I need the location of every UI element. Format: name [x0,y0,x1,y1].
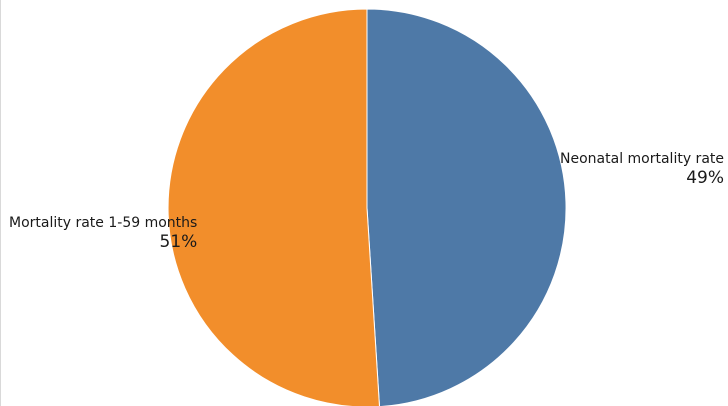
pie-slice-neonatal [366,8,567,406]
data-label-neonatal-value: 49% [686,167,724,188]
chart-border [0,0,1,406]
data-label-1-59-months-value: 51% [159,231,198,252]
pie-slices [167,8,567,406]
data-label-1-59-months-name: Mortality rate 1-59 months [9,215,198,231]
data-label-neonatal: Neonatal mortality rate 49% [560,151,724,188]
pie-slice-1-59-months [167,8,380,406]
data-label-1-59-months: Mortality rate 1-59 months 51% [9,215,197,252]
data-label-neonatal-name: Neonatal mortality rate [560,151,724,167]
